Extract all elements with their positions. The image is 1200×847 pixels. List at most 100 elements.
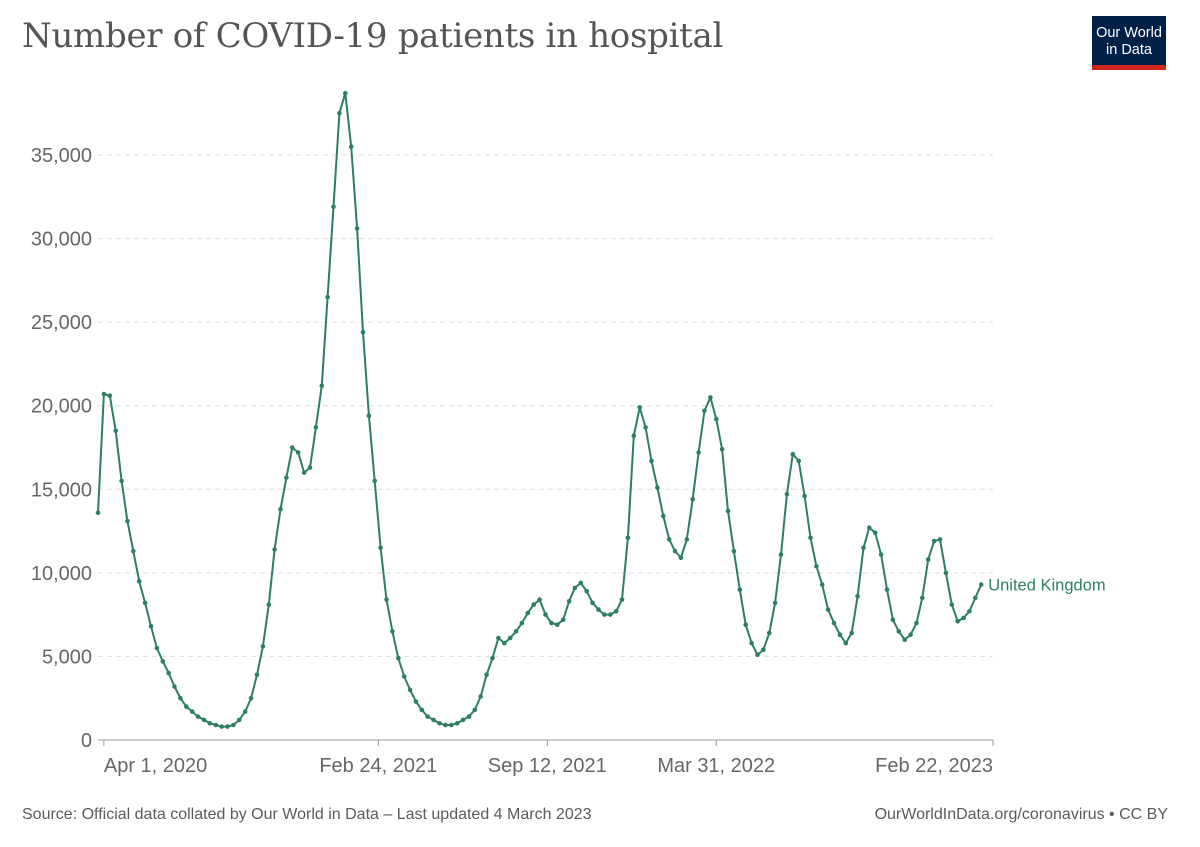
data-point[interactable] xyxy=(837,632,843,637)
data-point[interactable] xyxy=(207,721,213,726)
data-point[interactable] xyxy=(767,630,772,636)
data-point[interactable] xyxy=(490,655,495,661)
data-point[interactable] xyxy=(290,445,295,450)
data-point[interactable] xyxy=(872,530,878,535)
data-point[interactable] xyxy=(702,408,707,414)
data-point[interactable] xyxy=(755,652,760,658)
data-point[interactable] xyxy=(154,645,160,651)
data-point[interactable] xyxy=(896,629,902,634)
data-point[interactable] xyxy=(413,699,419,704)
data-point[interactable] xyxy=(237,717,242,723)
data-point[interactable] xyxy=(178,695,183,701)
data-point[interactable] xyxy=(631,433,637,439)
data-point[interactable] xyxy=(148,624,154,629)
data-point[interactable] xyxy=(384,597,389,602)
data-point[interactable] xyxy=(961,615,966,621)
data-point[interactable] xyxy=(484,672,489,678)
data-point[interactable] xyxy=(507,635,513,641)
data-point[interactable] xyxy=(260,644,266,649)
data-point[interactable] xyxy=(449,722,454,728)
data-point[interactable] xyxy=(125,518,130,524)
data-point[interactable] xyxy=(861,545,866,551)
data-point[interactable] xyxy=(549,620,554,626)
data-point[interactable] xyxy=(714,416,719,422)
data-point[interactable] xyxy=(272,547,277,552)
data-point[interactable] xyxy=(808,535,813,541)
data-point[interactable] xyxy=(466,714,472,719)
data-point[interactable] xyxy=(513,629,519,634)
data-point[interactable] xyxy=(278,507,283,512)
data-point[interactable] xyxy=(390,629,395,634)
data-point[interactable] xyxy=(319,383,325,389)
data-point[interactable] xyxy=(878,552,884,557)
data-point[interactable] xyxy=(531,602,536,607)
data-point[interactable] xyxy=(602,612,607,617)
data-point[interactable] xyxy=(761,647,766,652)
data-point[interactable] xyxy=(354,226,360,231)
data-point[interactable] xyxy=(431,717,436,723)
data-point[interactable] xyxy=(443,722,448,728)
data-point[interactable] xyxy=(937,537,943,542)
data-point[interactable] xyxy=(107,393,113,399)
data-point[interactable] xyxy=(301,470,307,475)
data-point[interactable] xyxy=(643,425,648,430)
data-point[interactable] xyxy=(967,609,972,614)
data-point[interactable] xyxy=(555,622,560,627)
data-point[interactable] xyxy=(254,672,260,678)
data-point[interactable] xyxy=(131,548,136,554)
data-point[interactable] xyxy=(537,597,542,602)
data-point[interactable] xyxy=(649,458,654,464)
data-point[interactable] xyxy=(472,707,478,713)
data-point[interactable] xyxy=(867,525,872,530)
data-point[interactable] xyxy=(189,709,195,714)
data-point[interactable] xyxy=(396,655,401,661)
data-point[interactable] xyxy=(337,110,342,116)
data-point[interactable] xyxy=(784,492,790,497)
data-point[interactable] xyxy=(266,602,272,607)
data-point[interactable] xyxy=(613,609,619,614)
data-point[interactable] xyxy=(284,475,289,480)
data-point[interactable] xyxy=(625,535,631,541)
data-point[interactable] xyxy=(584,588,589,594)
credit-link[interactable]: OurWorldInData.org/coronavirus • CC BY xyxy=(874,806,1168,823)
data-point[interactable] xyxy=(372,478,378,484)
data-point[interactable] xyxy=(437,721,442,726)
data-point[interactable] xyxy=(366,413,372,419)
data-point[interactable] xyxy=(572,585,578,591)
data-point[interactable] xyxy=(225,724,230,729)
data-point[interactable] xyxy=(425,714,431,719)
data-point[interactable] xyxy=(348,144,354,149)
data-point[interactable] xyxy=(119,478,124,484)
data-point[interactable] xyxy=(160,659,166,664)
data-point[interactable] xyxy=(166,670,171,676)
data-point[interactable] xyxy=(113,428,118,434)
data-point[interactable] xyxy=(307,465,313,470)
data-point[interactable] xyxy=(460,717,466,723)
data-point[interactable] xyxy=(502,640,507,646)
data-point[interactable] xyxy=(914,620,919,626)
data-point[interactable] xyxy=(213,722,219,728)
data-point[interactable] xyxy=(331,204,336,210)
data-point[interactable] xyxy=(931,538,937,544)
data-point[interactable] xyxy=(195,714,201,719)
data-point[interactable] xyxy=(849,630,854,636)
data-point[interactable] xyxy=(219,724,224,729)
data-point[interactable] xyxy=(313,425,319,430)
data-point[interactable] xyxy=(360,329,366,335)
data-point[interactable] xyxy=(743,622,748,627)
data-point[interactable] xyxy=(802,493,807,499)
data-point[interactable] xyxy=(666,537,672,542)
data-point[interactable] xyxy=(142,600,148,606)
data-point[interactable] xyxy=(401,674,407,679)
data-point[interactable] xyxy=(796,458,801,464)
data-point[interactable] xyxy=(731,548,737,554)
data-point[interactable] xyxy=(819,582,825,587)
data-point[interactable] xyxy=(543,612,548,617)
data-point[interactable] xyxy=(295,450,301,455)
data-point[interactable] xyxy=(590,600,595,606)
data-point[interactable] xyxy=(678,555,684,561)
data-point[interactable] xyxy=(608,612,613,617)
data-point[interactable] xyxy=(672,548,678,554)
data-point[interactable] xyxy=(920,595,925,601)
data-point[interactable] xyxy=(343,90,348,96)
